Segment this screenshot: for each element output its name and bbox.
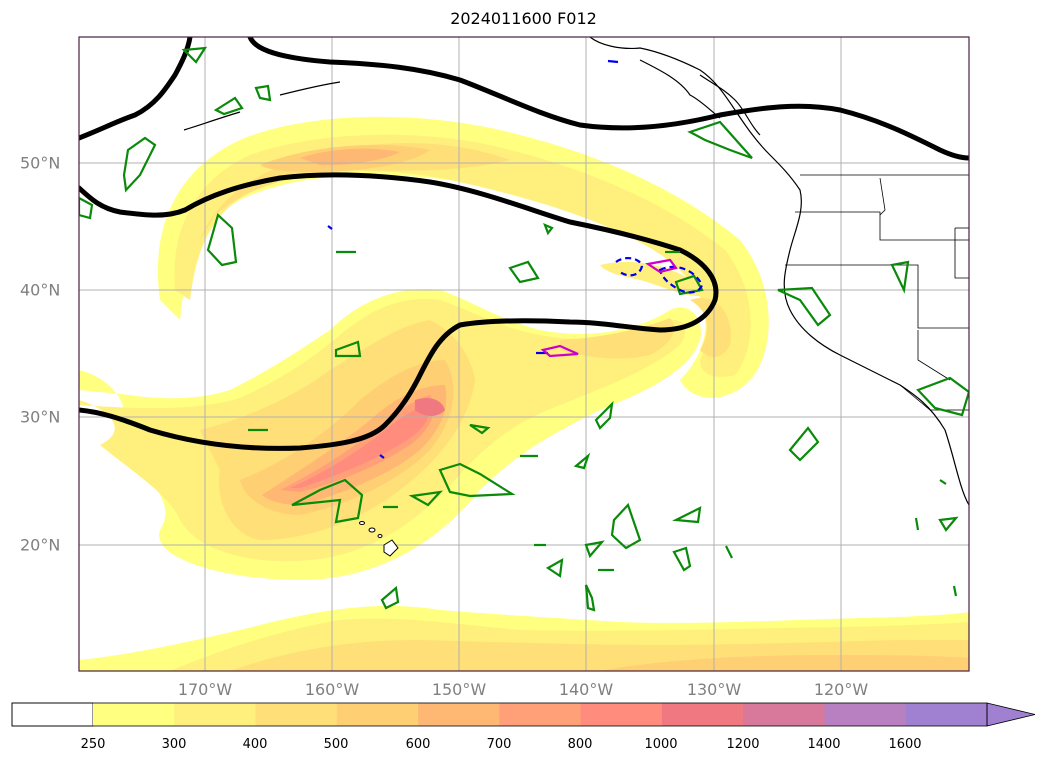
lat-label-40n: 40°N xyxy=(20,280,61,300)
colorbar-swatch xyxy=(255,703,338,726)
colorbar-swatch xyxy=(336,703,419,726)
colorbar-tick: 1000 xyxy=(644,737,678,752)
lat-label-30n: 30°N xyxy=(20,407,61,427)
colorbar-tick: 800 xyxy=(567,737,593,752)
colorbar-swatch xyxy=(580,703,663,726)
colorbar-tick: 400 xyxy=(242,737,268,752)
colorbar-extend-arrow xyxy=(986,702,1036,727)
lon-label-160w: 160°W xyxy=(304,680,360,699)
colorbar-tick: 700 xyxy=(486,737,512,752)
colorbar-tick: 1600 xyxy=(888,737,922,752)
colorbar-tick: 250 xyxy=(80,737,106,752)
colorbar-swatch xyxy=(418,703,500,726)
map-frame xyxy=(78,36,970,672)
colorbar-tick: 500 xyxy=(323,737,349,752)
colorbar-tick: 1200 xyxy=(726,737,760,752)
blue-contours xyxy=(327,59,704,459)
colorbar-swatch xyxy=(174,703,257,726)
lon-label-170w: 170°W xyxy=(177,680,233,699)
map-title: 2024011600 F012 xyxy=(450,9,597,28)
lon-label-130w: 130°W xyxy=(686,680,742,699)
grid-lines xyxy=(79,37,969,671)
green-contours xyxy=(79,46,969,612)
colorbar-tick: 1400 xyxy=(807,737,841,752)
colorbar-swatch xyxy=(905,703,988,726)
lon-label-150w: 150°W xyxy=(431,680,487,699)
colorbar-swatch xyxy=(499,703,582,726)
political-boundaries xyxy=(785,174,969,411)
colorbar-swatch xyxy=(93,703,175,726)
lat-label-50n: 50°N xyxy=(20,153,61,173)
colorbar-swatch xyxy=(661,703,744,726)
colorbar-tick: 300 xyxy=(161,737,187,752)
colorbar-swatch xyxy=(743,703,825,726)
lon-label-120w: 120°W xyxy=(813,680,869,699)
colorbar xyxy=(11,702,1036,727)
magenta-contours xyxy=(540,258,678,358)
heavy-contours xyxy=(79,37,969,451)
lon-label-140w: 140°W xyxy=(558,680,614,699)
lat-label-20n: 20°N xyxy=(20,535,61,555)
colorbar-swatch xyxy=(824,703,907,726)
ivt-band-south xyxy=(79,605,969,671)
ivt-plume-north xyxy=(157,116,769,398)
hawaii-islands xyxy=(359,521,399,557)
coastlines xyxy=(183,37,969,506)
colorbar-tick: 600 xyxy=(405,737,431,752)
